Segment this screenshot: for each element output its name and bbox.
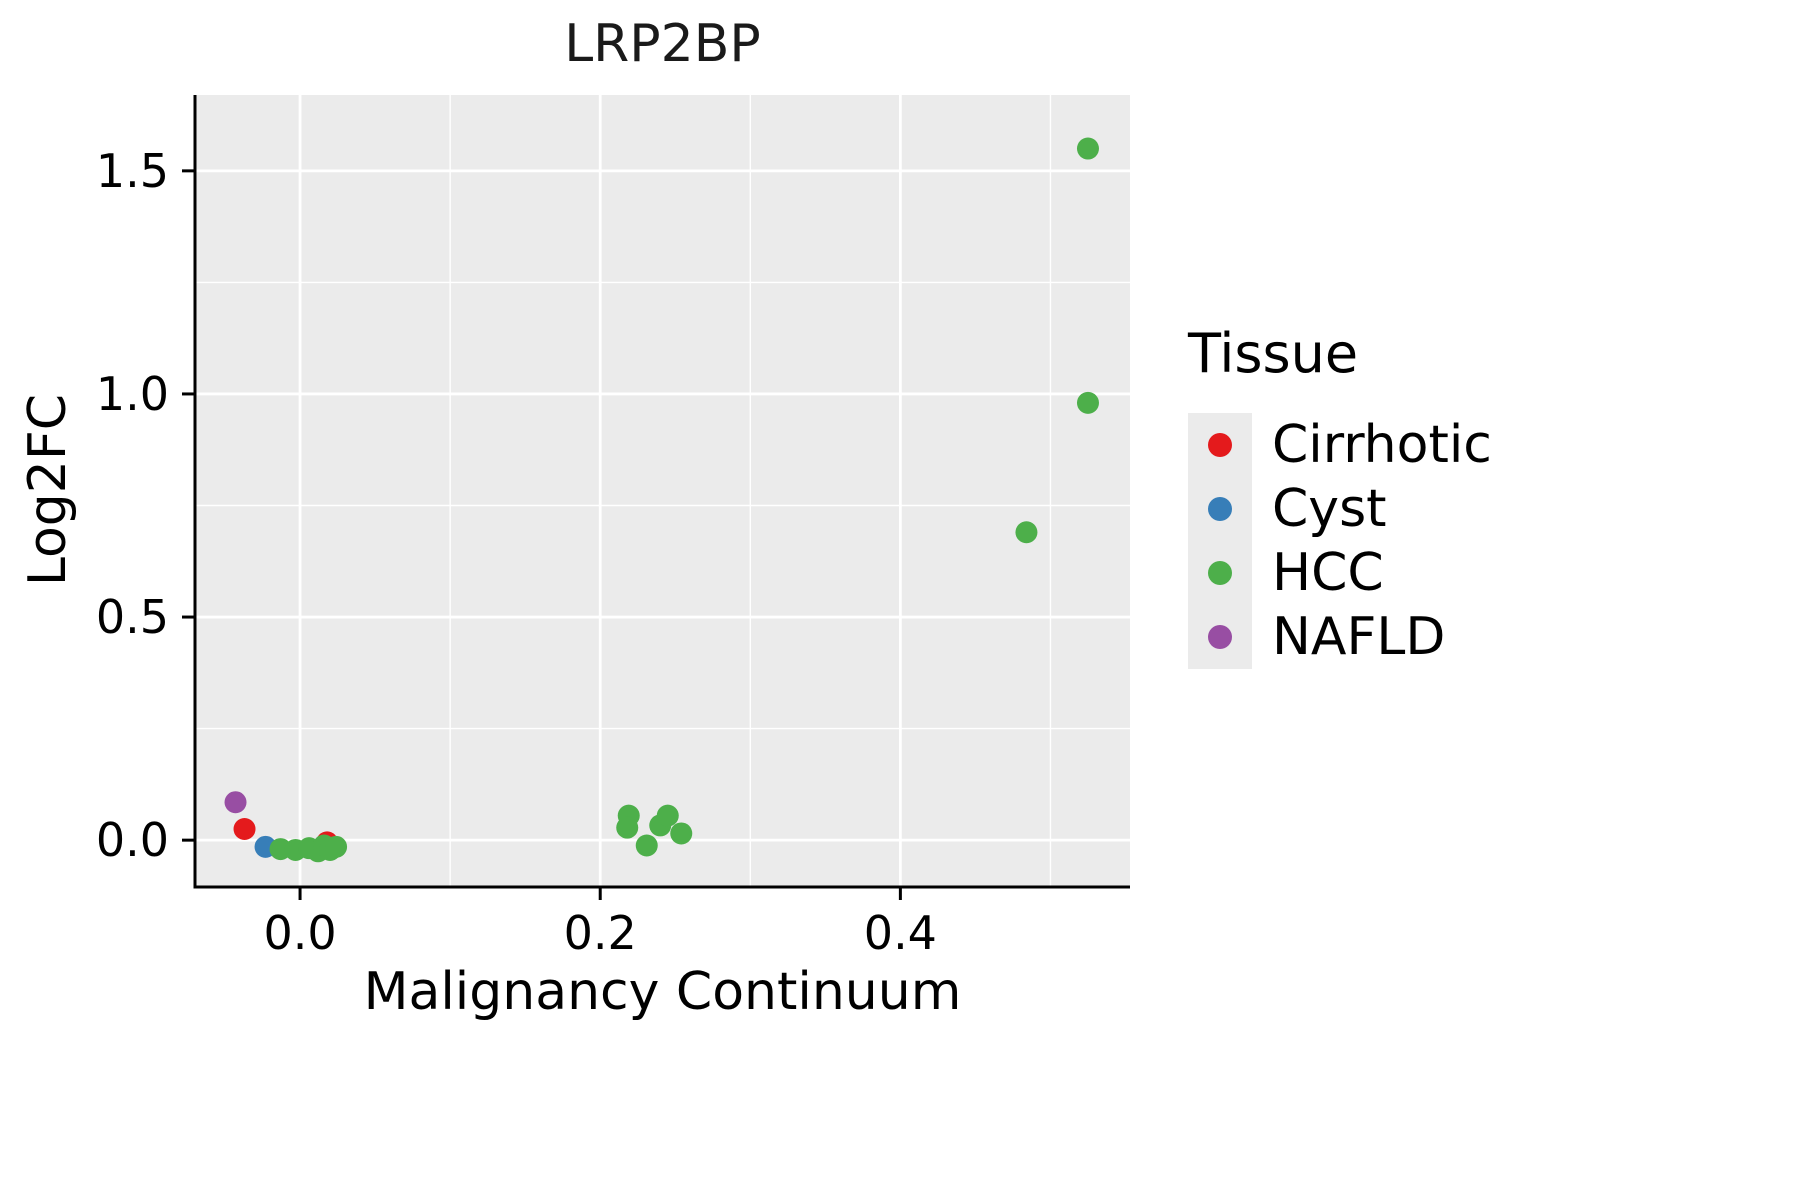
y-tick-label: 1.0 xyxy=(96,367,169,421)
legend-dot-nafld xyxy=(1208,625,1232,649)
legend: Tissue Cirrhotic Cyst HCC NAFLD xyxy=(1188,322,1492,669)
legend-label: HCC xyxy=(1272,543,1384,603)
legend-label: Cyst xyxy=(1272,479,1387,539)
data-point-hcc xyxy=(670,822,693,845)
data-point-hcc xyxy=(325,835,348,858)
data-point-nafld xyxy=(224,791,247,814)
legend-key xyxy=(1188,413,1252,477)
y-tick-label: 0.5 xyxy=(96,590,169,644)
legend-items: Cirrhotic Cyst HCC NAFLD xyxy=(1188,413,1492,669)
legend-item-hcc: HCC xyxy=(1188,541,1492,605)
legend-dot-cyst xyxy=(1208,497,1232,521)
data-point-hcc xyxy=(616,816,639,839)
x-tick-label: 0.2 xyxy=(564,906,637,960)
data-point-hcc xyxy=(635,834,658,857)
legend-dot-cirrhotic xyxy=(1208,433,1232,457)
legend-label: Cirrhotic xyxy=(1272,415,1492,475)
x-tick-label: 0.0 xyxy=(263,906,336,960)
legend-item-cirrhotic: Cirrhotic xyxy=(1188,413,1492,477)
legend-key xyxy=(1188,477,1252,541)
legend-label: NAFLD xyxy=(1272,607,1446,667)
data-point-hcc xyxy=(1076,137,1099,160)
y-tick-label: 0.0 xyxy=(96,813,169,867)
plot-panel xyxy=(195,95,1130,887)
legend-item-cyst: Cyst xyxy=(1188,477,1492,541)
legend-dot-hcc xyxy=(1208,561,1232,585)
x-axis-title: Malignancy Continuum xyxy=(363,962,962,1022)
data-point-hcc xyxy=(1076,391,1099,414)
data-point-cirrhotic xyxy=(233,817,256,840)
data-point-hcc xyxy=(1015,521,1038,544)
x-tick-label: 0.4 xyxy=(864,906,937,960)
scatter-plot: 0.0 0.2 0.4 0.0 0.5 1.0 1.5 xyxy=(96,95,1130,960)
chart-title: LRP2BP xyxy=(564,14,761,74)
legend-key xyxy=(1188,541,1252,605)
legend-title: Tissue xyxy=(1188,322,1359,385)
y-tick-label: 1.5 xyxy=(96,144,169,198)
data-point-hcc xyxy=(656,804,679,827)
legend-key xyxy=(1188,605,1252,669)
legend-item-nafld: NAFLD xyxy=(1188,605,1492,669)
y-axis-title: Log2FC xyxy=(18,393,78,587)
